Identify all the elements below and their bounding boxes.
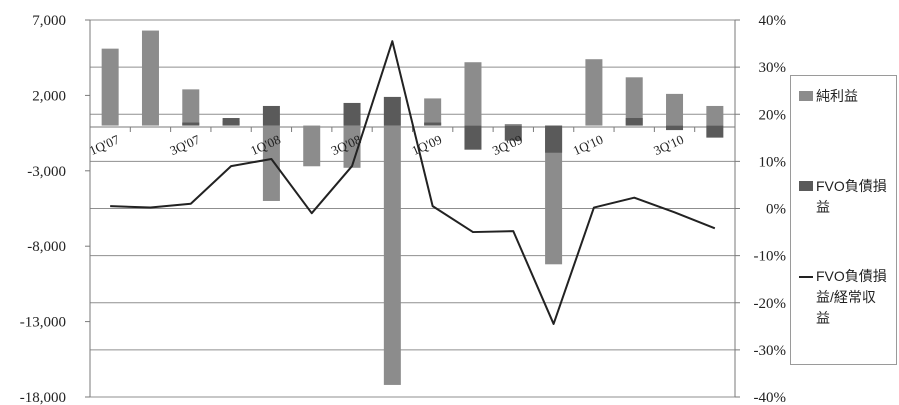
legend-item-fvo-gain: FVO負債損益 (799, 176, 888, 218)
bar-fvo-gain (504, 125, 522, 141)
left-tick-label: -3,000 (27, 164, 66, 180)
left-tick-label: 7,000 (32, 13, 66, 29)
bar-fvo-gain (464, 125, 482, 150)
bar-fvo-gain (666, 125, 684, 131)
right-tick-label: -20% (754, 296, 787, 312)
category-tick-label: 1Q'10 (571, 132, 606, 158)
bar-net-income (464, 62, 482, 126)
bar-net-income (262, 125, 280, 201)
category-tick-label: 1Q'07 (87, 131, 122, 158)
bar-net-income (424, 98, 442, 126)
bar-net-income (666, 93, 684, 126)
bar-fvo-gain (222, 118, 240, 126)
category-tick-label: 3Q'09 (490, 132, 525, 158)
right-tick-label: -40% (754, 390, 787, 405)
legend-label-net-income: 純利益 (816, 88, 858, 104)
bar-net-income (585, 59, 603, 126)
right-tick-label: 0% (766, 202, 786, 218)
gridlines (90, 19, 735, 398)
series-fvo-gain (182, 96, 724, 153)
right-tick-label: 30% (759, 60, 787, 76)
right-axis-ticks: 40% 30% 20% 10% 0% -10% -20% -30% -40% (754, 13, 787, 405)
bar-net-income (383, 125, 401, 385)
legend-swatch-fvo-gain (799, 181, 813, 191)
bar-fvo-gain (343, 102, 361, 126)
right-tick-label: 10% (759, 154, 787, 170)
bar-net-income (343, 125, 361, 168)
bar-fvo-gain (545, 125, 563, 153)
series-net-income (101, 30, 724, 385)
bar-fvo-gain (383, 96, 401, 126)
bar-net-income (303, 125, 321, 167)
bar-fvo-gain (424, 122, 442, 126)
bar-net-income (706, 105, 724, 126)
bar-net-income (504, 124, 522, 126)
bar-net-income (141, 30, 159, 126)
right-tick-label: 20% (759, 107, 787, 123)
left-axis-ticks: 7,000 2,000 -3,000 -8,000 -13,000 -18,000 (20, 13, 66, 405)
legend-line-fvo-ratio (799, 276, 813, 278)
left-tick-label: -13,000 (20, 315, 66, 331)
bar-fvo-gain (706, 125, 724, 138)
legend-item-fvo-ratio: FVO負債損益/経常収益 (799, 266, 888, 329)
left-tick-label: -8,000 (27, 239, 66, 255)
legend-label-fvo-ratio: FVO負債損益/経常収益 (816, 268, 887, 326)
category-tick-label: 3Q'10 (651, 132, 686, 158)
series-fvo-ratio (110, 40, 716, 325)
bar-fvo-gain (262, 105, 280, 126)
bar-net-income (625, 77, 643, 126)
bar-net-income (101, 48, 119, 126)
right-tick-label: 40% (759, 13, 787, 29)
line-fvo-ratio (110, 40, 716, 325)
category-tick-label: 3Q'07 (167, 131, 202, 158)
left-tick-label: 2,000 (32, 88, 66, 104)
legend-item-net-income: 純利益 (799, 86, 888, 107)
legend-swatch-net-income (799, 91, 813, 101)
left-tick-label: -18,000 (20, 390, 66, 405)
bar-fvo-gain (625, 118, 643, 126)
legend: 純利益 FVO負債損益 FVO負債損益/経常収益 (790, 75, 897, 365)
legend-label-fvo-gain: FVO負債損益 (816, 178, 887, 215)
bar-fvo-gain (182, 122, 200, 126)
bar-net-income (545, 125, 563, 265)
bar-net-income (182, 89, 200, 126)
right-tick-label: -10% (754, 249, 787, 265)
right-tick-label: -30% (754, 343, 787, 359)
